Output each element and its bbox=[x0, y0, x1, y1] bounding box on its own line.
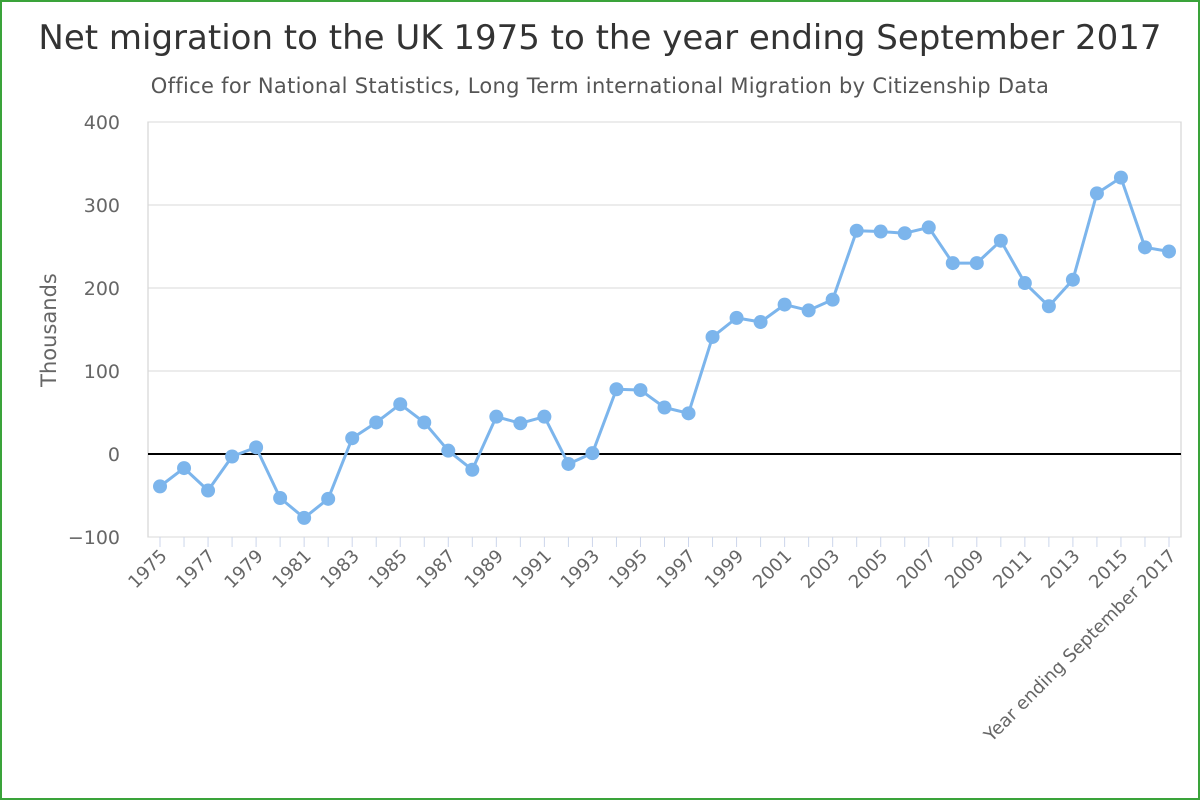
data-point[interactable] bbox=[345, 431, 359, 445]
chart-title: Net migration to the UK 1975 to the year… bbox=[38, 18, 1161, 58]
x-tick-label: 1995 bbox=[605, 546, 652, 593]
x-tick-label: 1987 bbox=[413, 546, 460, 593]
x-tick-label: 2009 bbox=[941, 546, 988, 593]
data-point[interactable] bbox=[273, 491, 287, 505]
y-tick-label: 400 bbox=[84, 112, 120, 134]
data-point[interactable] bbox=[585, 446, 599, 460]
y-axis-title: Thousands bbox=[37, 273, 61, 388]
data-point[interactable] bbox=[225, 449, 239, 463]
data-point[interactable] bbox=[826, 293, 840, 307]
data-point[interactable] bbox=[874, 225, 888, 239]
x-tick-label: 2013 bbox=[1037, 546, 1084, 593]
x-tick-label: 2007 bbox=[893, 546, 940, 593]
data-point[interactable] bbox=[441, 444, 455, 458]
data-point[interactable] bbox=[201, 484, 215, 498]
x-tick-label: 1975 bbox=[124, 546, 171, 593]
x-tick-label: 2011 bbox=[989, 546, 1036, 593]
data-point[interactable] bbox=[994, 234, 1008, 248]
data-point[interactable] bbox=[537, 410, 551, 424]
y-tick-label: −100 bbox=[68, 527, 120, 549]
x-tick-label: 1989 bbox=[461, 546, 508, 593]
data-point[interactable] bbox=[730, 311, 744, 325]
x-tick-label: 1977 bbox=[172, 546, 219, 593]
x-tick-label: 2003 bbox=[797, 546, 844, 593]
series-layer bbox=[160, 178, 1169, 518]
chart-subtitle: Office for National Statistics, Long Ter… bbox=[151, 74, 1049, 98]
data-point[interactable] bbox=[1018, 276, 1032, 290]
data-point[interactable] bbox=[682, 406, 696, 420]
data-point[interactable] bbox=[898, 226, 912, 240]
x-tick-label: 2001 bbox=[749, 546, 796, 593]
y-tick-label: 300 bbox=[84, 195, 120, 217]
y-tick-label: 200 bbox=[84, 278, 120, 300]
x-tick-label: 1991 bbox=[509, 546, 556, 593]
data-point[interactable] bbox=[706, 330, 720, 344]
data-point[interactable] bbox=[946, 256, 960, 270]
data-point[interactable] bbox=[1090, 186, 1104, 200]
point-layer bbox=[153, 171, 1176, 525]
data-point[interactable] bbox=[393, 397, 407, 411]
data-point[interactable] bbox=[321, 492, 335, 506]
data-point[interactable] bbox=[802, 303, 816, 317]
data-point[interactable] bbox=[153, 479, 167, 493]
x-tick-label: 1993 bbox=[557, 546, 604, 593]
x-tick-label: 1983 bbox=[316, 546, 363, 593]
data-point[interactable] bbox=[754, 315, 768, 329]
x-tick-label: 1999 bbox=[701, 546, 748, 593]
data-point[interactable] bbox=[1066, 273, 1080, 287]
x-tick-label: 2005 bbox=[845, 546, 892, 593]
data-point[interactable] bbox=[489, 410, 503, 424]
x-tick-label: 1981 bbox=[268, 546, 315, 593]
x-tick-label: 1979 bbox=[220, 546, 267, 593]
data-point[interactable] bbox=[633, 383, 647, 397]
data-point[interactable] bbox=[1114, 171, 1128, 185]
y-tick-label: 100 bbox=[84, 361, 120, 383]
data-point[interactable] bbox=[609, 382, 623, 396]
data-point[interactable] bbox=[850, 224, 864, 238]
data-point[interactable] bbox=[1042, 299, 1056, 313]
data-point[interactable] bbox=[970, 256, 984, 270]
data-point[interactable] bbox=[465, 463, 479, 477]
series-line bbox=[160, 178, 1169, 518]
data-point[interactable] bbox=[922, 220, 936, 234]
x-tick-label: 1997 bbox=[653, 546, 700, 593]
data-point[interactable] bbox=[249, 440, 263, 454]
data-point[interactable] bbox=[561, 457, 575, 471]
grid-layer bbox=[148, 122, 1181, 537]
plot-area-border bbox=[148, 122, 1181, 537]
data-point[interactable] bbox=[417, 415, 431, 429]
data-point[interactable] bbox=[297, 511, 311, 525]
data-point[interactable] bbox=[1138, 240, 1152, 254]
data-point[interactable] bbox=[778, 298, 792, 312]
data-point[interactable] bbox=[369, 415, 383, 429]
data-point[interactable] bbox=[658, 401, 672, 415]
data-point[interactable] bbox=[177, 461, 191, 475]
data-point[interactable] bbox=[1162, 244, 1176, 258]
x-tick-label: 1985 bbox=[365, 546, 412, 593]
y-tick-label: 0 bbox=[108, 444, 120, 466]
data-point[interactable] bbox=[513, 416, 527, 430]
